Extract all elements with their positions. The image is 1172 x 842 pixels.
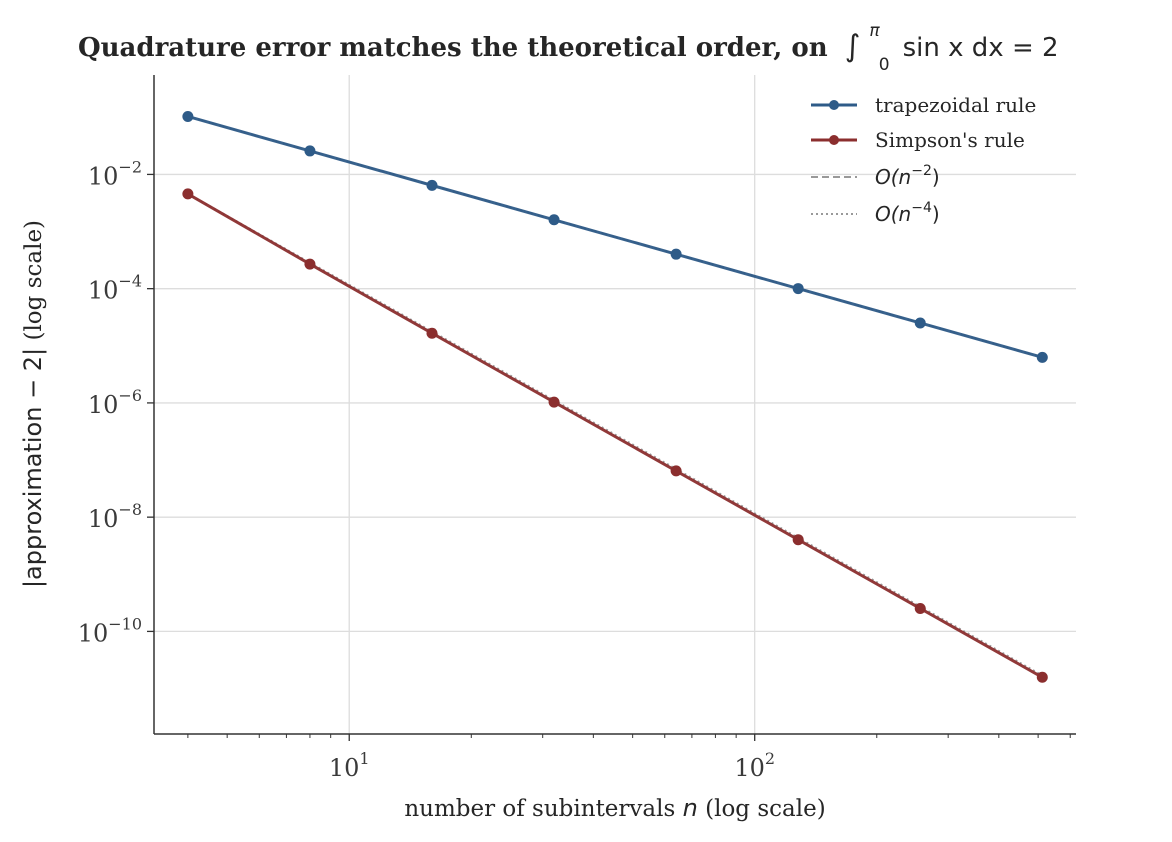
data-point-simpson	[670, 465, 682, 477]
y-axis-label-math: |approximation − 2|	[19, 348, 47, 588]
data-point-trapezoidal	[1036, 351, 1048, 363]
chart-title-prefix: Quadrature error matches the theoretical…	[78, 33, 828, 63]
legend-label-order4: O(n−4)	[875, 200, 940, 226]
data-point-simpson	[182, 188, 194, 200]
y-tick-label: 10−8	[88, 500, 142, 533]
legend-label-simpson: Simpson's rule	[875, 128, 1025, 152]
data-point-trapezoidal	[426, 179, 438, 191]
chart-title-integral-sign: ∫	[845, 29, 861, 64]
data-point-trapezoidal	[304, 145, 316, 157]
data-series	[182, 110, 1048, 683]
x-axis-ticks: 101 102	[187, 734, 1071, 782]
legend-label-order2: O(n−2)	[875, 163, 940, 189]
x-axis-label: number of subintervals n (log scale)	[404, 794, 825, 822]
y-axis-label-post: (log scale)	[21, 220, 47, 348]
data-point-trapezoidal	[914, 317, 926, 329]
axes	[153, 75, 1076, 735]
data-point-trapezoidal	[548, 214, 560, 226]
y-tick-label: 10−6	[88, 386, 142, 419]
y-axis-ticks: 10−2 10−4 10−6 10−8 10−10	[78, 157, 154, 647]
chart-title: Quadrature error matches the theoretical…	[78, 13, 1059, 77]
data-point-trapezoidal	[182, 110, 194, 122]
x-axis-label-post: (log scale)	[698, 796, 826, 822]
y-tick-label: 10−2	[88, 157, 142, 190]
data-point-simpson	[792, 534, 804, 546]
y-tick-label: 10−10	[78, 614, 142, 647]
x-tick-label: 102	[734, 749, 775, 782]
chart-title-upper-limit: π	[869, 21, 880, 41]
chart-title-integrand: sin x dx = 2	[903, 33, 1059, 63]
x-axis-label-pre: number of subintervals	[404, 796, 682, 822]
data-point-simpson	[914, 602, 926, 614]
legend-item-simpson: Simpson's rule	[811, 128, 1025, 152]
y-axis-label: |approximation − 2| (log scale)	[19, 220, 47, 588]
data-point-trapezoidal	[792, 283, 804, 295]
data-point-trapezoidal	[670, 248, 682, 260]
series-line-trapezoidal	[187, 115, 1043, 359]
legend-label-trapezoidal: trapezoidal rule	[875, 93, 1036, 117]
legend-item-order4: O(n−4)	[811, 200, 940, 226]
reference-line-order-4	[187, 193, 1043, 677]
data-point-simpson	[1036, 671, 1048, 683]
grid	[154, 75, 1076, 734]
legend-item-order2: O(n−2)	[811, 163, 940, 189]
data-point-simpson	[304, 258, 316, 270]
x-axis-label-var: n	[683, 794, 698, 822]
data-point-simpson	[548, 396, 560, 408]
legend-marker-simpson	[829, 135, 839, 145]
x-tick-label: 101	[329, 749, 370, 782]
series-line-simpson	[187, 192, 1044, 679]
legend-marker-trapezoidal	[829, 100, 839, 110]
legend: trapezoidal rule Simpson's rule O(n−2) O…	[811, 93, 1036, 226]
y-tick-label: 10−4	[88, 272, 142, 305]
chart-title-lower-limit: 0	[879, 55, 890, 75]
legend-item-trapezoidal: trapezoidal rule	[811, 93, 1036, 117]
data-point-simpson	[426, 327, 438, 339]
